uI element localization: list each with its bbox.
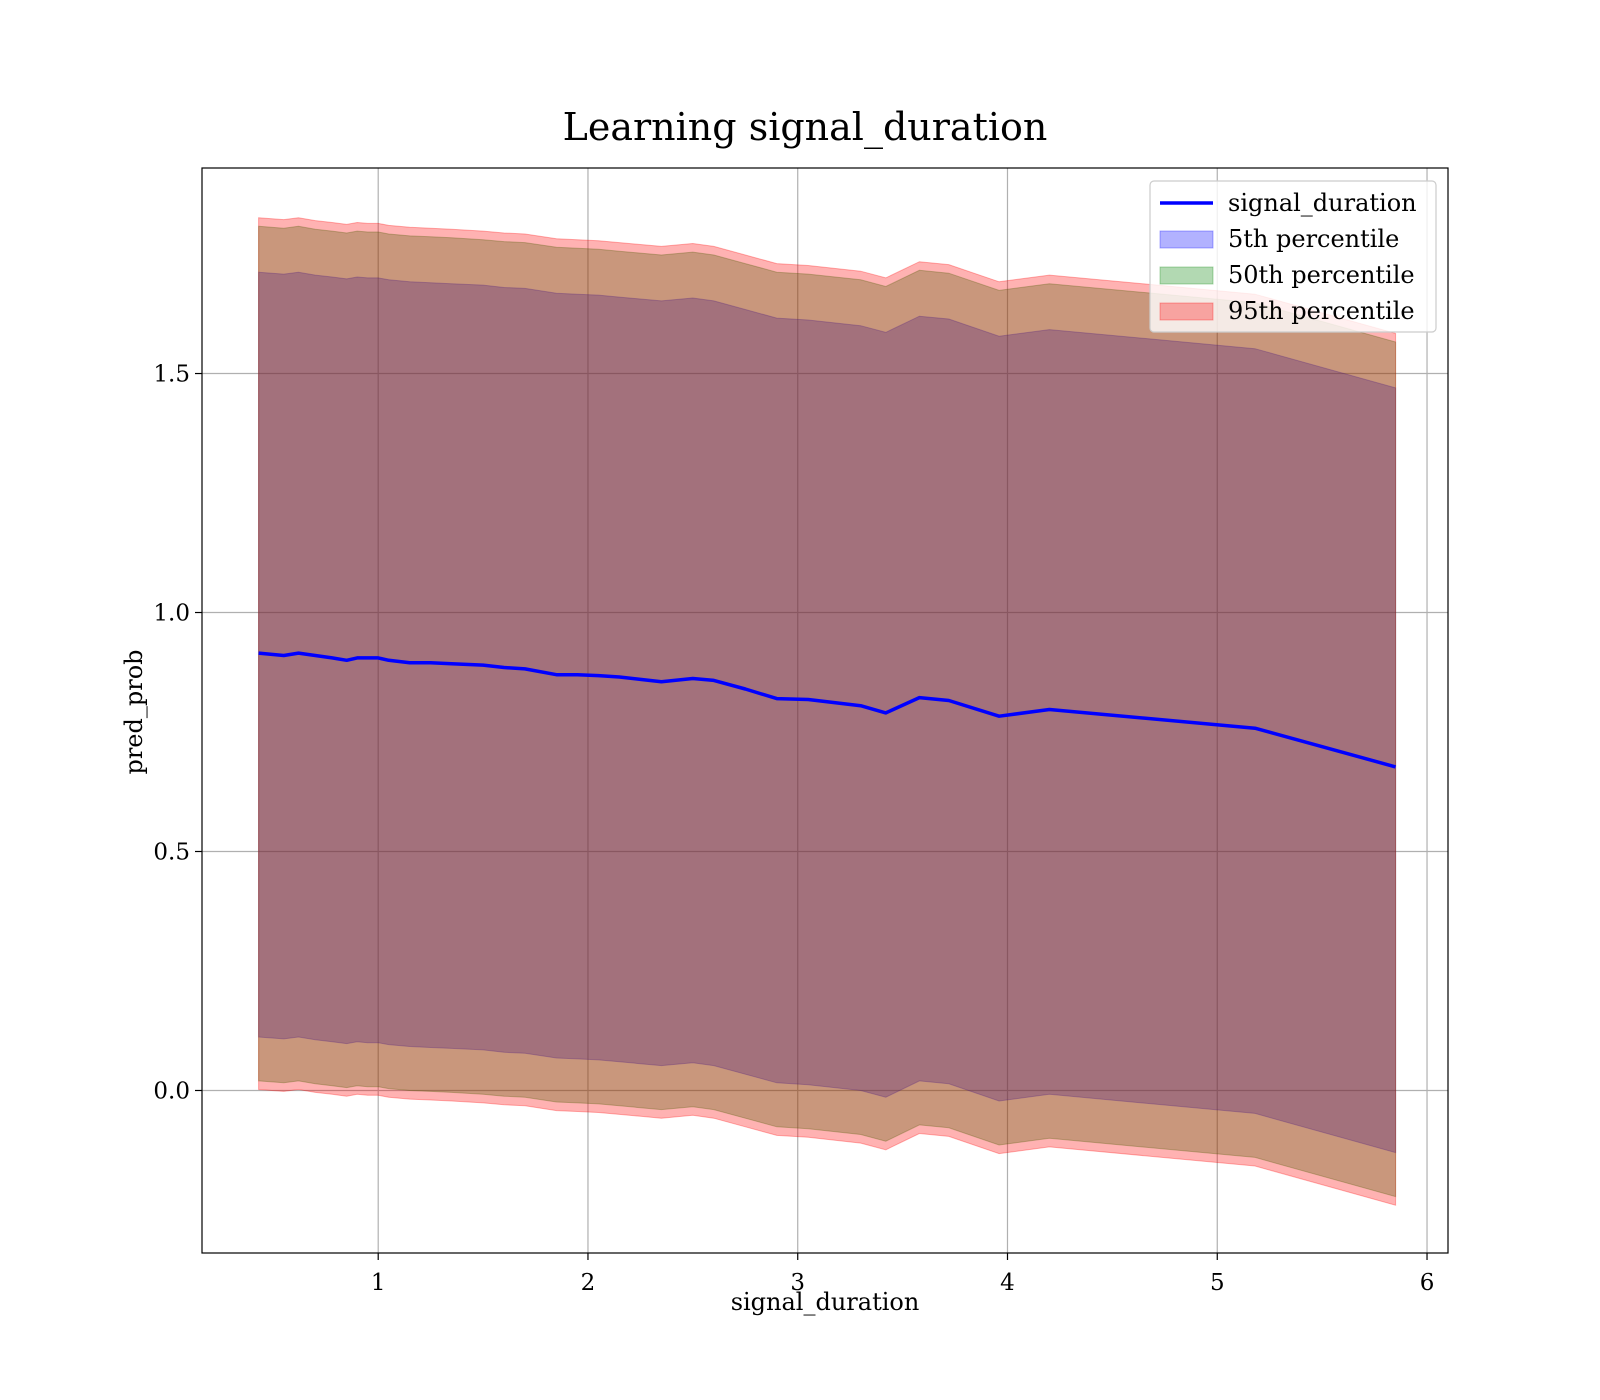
x-tick-label: 5 xyxy=(1210,1270,1225,1296)
series-lines xyxy=(258,651,1397,769)
x-tick-label: 2 xyxy=(581,1270,596,1296)
legend-swatch xyxy=(1159,302,1214,321)
legend-label: signal_duration xyxy=(1228,189,1417,217)
y-axis-label: pred_prob xyxy=(120,649,148,774)
y-axis-ticks: 0.0 0.5 1.0 1.5 xyxy=(153,362,202,1104)
x-tick-label: 1 xyxy=(371,1270,386,1296)
y-tick-label: 0.0 xyxy=(153,1078,190,1104)
y-tick-label: 1.5 xyxy=(153,362,190,388)
legend-label: 95th percentile xyxy=(1228,297,1415,325)
y-tick-label: 0.5 xyxy=(153,840,190,866)
x-tick-label: 6 xyxy=(1420,1270,1435,1296)
band-50th-percentile xyxy=(258,225,1397,1198)
x-axis-label: signal_duration xyxy=(731,1288,920,1316)
legend-box xyxy=(1149,180,1437,333)
x-axis-ticks: 1 2 3 4 5 6 xyxy=(371,1253,1434,1296)
band-5th-percentile xyxy=(258,271,1397,1154)
band-95th-percentile xyxy=(258,217,1397,1206)
percentile-bands xyxy=(258,217,1397,1206)
legend-label: 5th percentile xyxy=(1228,225,1399,253)
series-line-signal-duration xyxy=(258,651,1397,769)
plot-frame xyxy=(201,167,1449,1254)
y-tick-label: 1.0 xyxy=(153,601,190,627)
grid xyxy=(202,168,1448,1253)
x-tick-label: 3 xyxy=(790,1270,805,1296)
legend-swatch xyxy=(1159,230,1214,249)
legend-swatch xyxy=(1159,266,1214,285)
x-tick-label: 4 xyxy=(1000,1270,1015,1296)
legend: signal_duration 5th percentile 50th percen… xyxy=(1149,180,1437,333)
legend-label: 50th percentile xyxy=(1228,261,1415,289)
chart-title: Learning signal_duration xyxy=(563,105,1048,150)
